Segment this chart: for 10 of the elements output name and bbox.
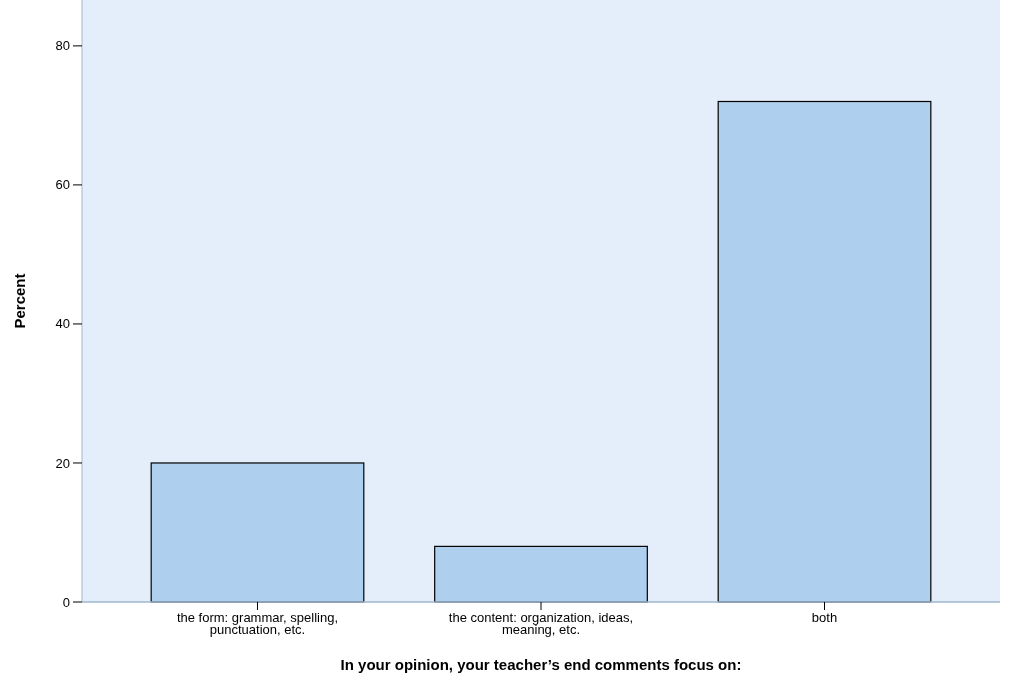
y-tick-label: 20 [55, 455, 70, 471]
y-tick-label: 0 [62, 594, 70, 610]
y-tick-label: 60 [55, 177, 70, 193]
x-axis-title: In your opinion, your teacher’s end comments focus on: [340, 656, 742, 673]
y-axis-title: Percent [11, 273, 28, 329]
x-tick-label: the content: organization, ideas, meaning, etc. [448, 610, 634, 637]
x-tick-label: the form: grammar, spelling, punctuation, etc. [176, 610, 339, 637]
y-tick-label: 80 [55, 38, 70, 54]
y-tick-label: 40 [55, 316, 70, 332]
x-tick-label: both [811, 610, 838, 625]
